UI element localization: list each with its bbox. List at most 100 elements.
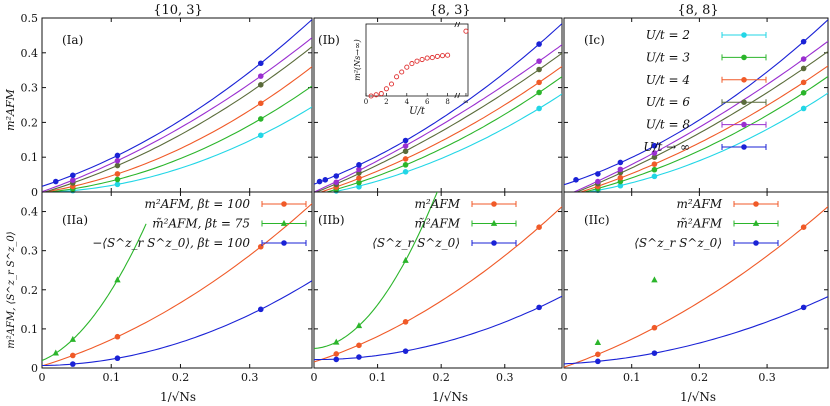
data-point <box>536 41 542 47</box>
legend-marker <box>753 240 759 246</box>
data-point <box>355 322 363 329</box>
y-tick-label: 0.4 <box>21 47 39 60</box>
inset-data-point <box>439 53 446 59</box>
inset-data-point <box>409 61 415 67</box>
legend-marker <box>491 240 497 246</box>
data-point <box>402 169 409 175</box>
panel-label: (Ia) <box>62 33 83 47</box>
data-point <box>595 171 601 177</box>
legend-label: U/t = 6 <box>646 95 691 109</box>
data-point <box>70 352 76 359</box>
data-point <box>651 173 658 180</box>
data-point <box>356 183 362 190</box>
data-point <box>114 276 121 283</box>
inset-data-point <box>388 81 395 87</box>
inset-data-point <box>419 56 425 63</box>
fit-curve <box>42 19 312 187</box>
inset-frame <box>365 23 469 97</box>
fit-curve <box>314 295 562 361</box>
axis-break <box>454 92 461 99</box>
data-point <box>70 361 76 367</box>
legend-label: m̃²AFM <box>415 217 461 231</box>
inset-tick-label: 8 <box>445 98 449 106</box>
column-title: {8, 3} <box>429 3 470 18</box>
data-point <box>595 178 601 185</box>
legend-label: U/t = 3 <box>646 50 691 64</box>
panel-label: (IIb) <box>318 213 345 227</box>
data-point <box>257 116 264 122</box>
y-tick-label: 0 <box>31 186 38 199</box>
data-point <box>595 358 601 365</box>
plot-frame <box>313 191 563 369</box>
column-title: {8, 8} <box>677 3 718 18</box>
data-point <box>617 174 624 181</box>
data-point <box>114 162 121 169</box>
data-point <box>617 166 624 173</box>
x-tick-label: 0.1 <box>369 371 387 384</box>
x-tick-label: 0.2 <box>691 371 709 384</box>
data-point <box>333 179 340 186</box>
bottom-y-axis-label: m²AFM, ⟨S^z_r S^z_0⟩ <box>6 231 17 348</box>
legend-label: m²AFM <box>677 197 723 211</box>
legends: U/t = 2 U/t = 3 U/t = 4 U/t = 6 U/t = 8 U/t →… <box>92 28 779 250</box>
legend-marker <box>491 201 497 207</box>
data-point <box>402 137 409 144</box>
x-tick-label: 0.3 <box>758 371 776 384</box>
axis-break <box>454 21 461 28</box>
inset-tick-label: 0 <box>364 98 368 106</box>
data-point <box>800 56 807 62</box>
data-point <box>402 148 409 155</box>
data-point <box>257 243 264 250</box>
y-tick-label: 0.1 <box>21 151 39 164</box>
data-point <box>800 304 807 311</box>
inset-tick-label: ∞ <box>463 98 469 106</box>
x-axis-label: 1/√Ns <box>680 390 716 404</box>
data-point <box>536 66 542 73</box>
fit-curve <box>319 65 562 192</box>
data-point <box>333 338 340 345</box>
data-point <box>536 58 542 64</box>
legend-label: ⟨S^z_r S^z_0⟩ <box>372 236 460 250</box>
inset-x-label: U/t <box>409 106 426 117</box>
data-point <box>257 132 264 139</box>
data-point <box>322 177 329 183</box>
legend-marker <box>752 219 760 226</box>
data-point <box>651 142 658 149</box>
plot-frame <box>563 191 829 369</box>
fit-curve <box>564 206 828 368</box>
y-tick-label: 0.2 <box>21 116 39 129</box>
data-point <box>651 150 658 156</box>
panel-iib: 0 0.1 0.2 0.3 (IIb) <box>311 191 563 384</box>
x-tick-label: 0 <box>39 371 46 384</box>
data-point <box>800 65 807 72</box>
data-point <box>651 154 658 160</box>
inset-data-point <box>445 52 451 58</box>
legend-label: m²AFM <box>415 197 461 211</box>
y-tick-label: 0.3 <box>21 245 39 258</box>
data-point <box>333 173 340 179</box>
data-point <box>651 276 658 283</box>
inset-data-point <box>429 55 435 61</box>
legend-marker <box>741 32 747 38</box>
fit-curve <box>42 46 312 192</box>
data-point <box>402 156 409 162</box>
data-point <box>114 333 121 340</box>
panel-iia: 0 0.1 0.2 0.3 0.4 0 0.1 0.2 0.3 (IIa) <box>21 191 313 384</box>
inset-data-point <box>373 92 379 98</box>
data-point <box>114 152 121 159</box>
inset-data-point <box>378 91 384 97</box>
fit-curve <box>314 206 562 363</box>
x-axis-label: 1/√Ns <box>432 390 468 404</box>
data-point <box>402 348 409 354</box>
data-point <box>333 356 340 363</box>
legend-marker <box>741 77 747 83</box>
data-point <box>651 350 658 356</box>
legend-marker <box>280 219 288 226</box>
data-point <box>257 100 264 107</box>
fit-curve <box>315 52 562 192</box>
panel-label: (Ic) <box>584 33 605 47</box>
legend-marker <box>281 240 287 246</box>
data-point <box>356 342 362 349</box>
inset-data-point <box>394 74 400 80</box>
data-point <box>617 178 624 185</box>
